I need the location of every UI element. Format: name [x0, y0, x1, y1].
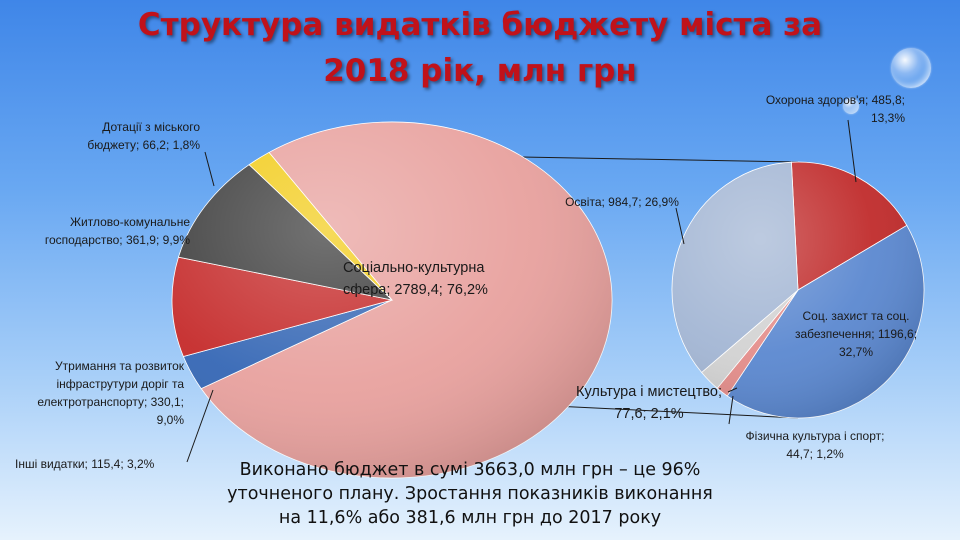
budget-summary-note: Виконано бюджет в сумі 3663,0 млн грн – …: [200, 458, 740, 530]
summary-line-1: Виконано бюджет в сумі 3663,0 млн грн – …: [239, 460, 701, 480]
main-pie-label-житлово-комунальне-господарство: Житлово-комунальне господарство; 361,9; 9…: [45, 215, 191, 247]
summary-line-2: уточненого плану. Зростання показників в…: [227, 484, 713, 504]
main-pie-label-утримання-та-розвиток-інфраструтури-доріг-та-електротранспорту: Утримання та розвиток інфраструтури доріг…: [37, 359, 184, 427]
leader-line-education: [675, 207, 685, 245]
main-pie-label-дотації-з-міського-бюджету: Дотації з міського бюджету; 66,2; 1,8%: [87, 120, 200, 152]
breakdown-pie-label-охорона-здоров-я: Охорона здоров'я; 485,8; 13,3%: [766, 93, 906, 125]
leader-line-other: [186, 389, 214, 463]
main-pie-label-соціально-культурна-сфера: Соціально-культурна сфера; 2789,4; 76,2%: [343, 260, 488, 298]
breakdown-pie-label-культура-і-мистецтво: Культура і мистецтво; 77,6; 2,1%: [576, 384, 722, 422]
leader-line-sport: [728, 395, 734, 425]
breakdown-pie-chart: [671, 161, 925, 419]
label-leader-lines: [186, 119, 857, 463]
leader-line-health: [847, 119, 857, 183]
decorative-small-bubble-icon: [843, 98, 859, 114]
slide-title: Структура видатків бюджету міста за 2018…: [0, 0, 960, 94]
slide-title-line-1: Структура видатків бюджету міста за: [137, 7, 823, 43]
summary-line-3: на 11,6% або 381,6 млн грн до 2017 року: [278, 508, 662, 528]
breakdown-pie-label-соц-захист-та-соц-забезпечення: Соц. захист та соц. забезпечення; 1196,6;…: [795, 309, 917, 359]
leader-line-culture: [727, 387, 738, 393]
decorative-bubble-icon: [891, 48, 931, 88]
breakdown-pie-label-фізична-культура-і-спорт: Фізична культура і спорт; 44,7; 1,2%: [746, 429, 885, 461]
leader-line-subsidies: [204, 151, 215, 187]
slide-title-line-2: 2018 рік, млн грн: [323, 53, 637, 89]
main-pie-chart: [171, 121, 613, 479]
breakdown-pie-label-освіта: Освіта; 984,7; 26,9%: [565, 195, 679, 209]
pie-data-labels: Соціально-культурна сфера; 2789,4; 76,2% І…: [15, 93, 917, 471]
main-pie-label-інші-видатки: Інші видатки; 115,4; 3,2%: [15, 457, 155, 471]
